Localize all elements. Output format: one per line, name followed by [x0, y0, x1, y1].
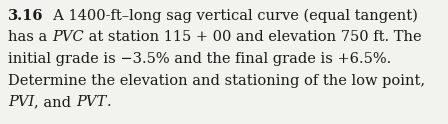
- Text: has a: has a: [8, 30, 52, 44]
- Text: PVT: PVT: [76, 95, 106, 109]
- Text: at station 115 + 00 and elevation 750 ft. The: at station 115 + 00 and elevation 750 ft…: [84, 30, 421, 44]
- Text: .: .: [106, 95, 111, 109]
- Text: PVC: PVC: [52, 30, 84, 44]
- Text: initial grade is −3.5% and the final grade is +6.5%.: initial grade is −3.5% and the final gra…: [8, 52, 391, 66]
- Text: , and: , and: [34, 95, 76, 109]
- Text: PVI: PVI: [8, 95, 34, 109]
- Text: Determine the elevation and stationing of the low point,: Determine the elevation and stationing o…: [8, 74, 425, 88]
- Text: A 1400-ft–long sag vertical curve (equal tangent): A 1400-ft–long sag vertical curve (equal…: [43, 9, 418, 23]
- Text: 3.16: 3.16: [8, 9, 43, 23]
